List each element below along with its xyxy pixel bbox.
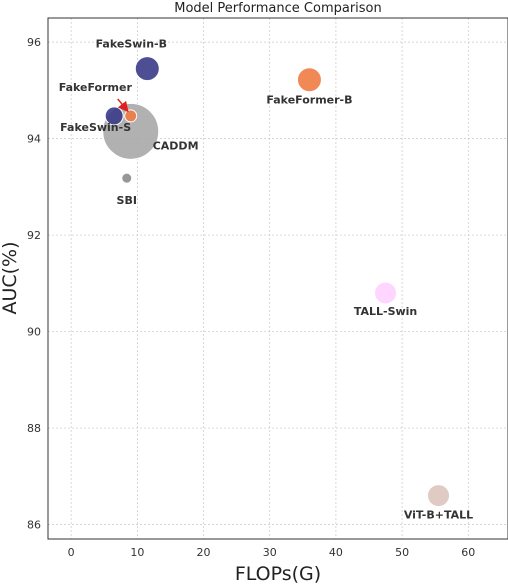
tick-labels: 0 10 20 30 40 50 60 86 88 90 92 94 96 bbox=[27, 36, 475, 559]
data-label: CADDM bbox=[153, 139, 199, 152]
point-fakeswin-b bbox=[134, 56, 160, 82]
data-labels: CADDM SBI FakeSwin-B FakeSwin-S FakeFormer Fa… bbox=[59, 38, 473, 522]
x-tick-label: 50 bbox=[395, 546, 409, 559]
point-sbi bbox=[121, 172, 133, 184]
x-tick-label: 20 bbox=[197, 546, 211, 559]
y-tick-label: 90 bbox=[27, 326, 41, 339]
x-tick-label: 60 bbox=[461, 546, 475, 559]
y-tick-label: 86 bbox=[27, 519, 41, 532]
point-vit-b-tall bbox=[427, 484, 451, 508]
data-label: FakeSwin-B bbox=[96, 38, 167, 51]
chart-title: Model Performance Comparison bbox=[174, 1, 382, 16]
x-tick-label: 10 bbox=[130, 546, 144, 559]
annotation-arrow bbox=[117, 98, 129, 113]
point-tall-swin bbox=[374, 281, 398, 305]
y-tick-label: 88 bbox=[27, 422, 41, 435]
data-label: FakeFormer-B bbox=[266, 94, 352, 107]
y-axis-label: AUC(%) bbox=[0, 241, 21, 314]
x-axis-label: FLOPs(G) bbox=[235, 563, 321, 584]
x-tick-label: 30 bbox=[263, 546, 277, 559]
x-tick-label: 40 bbox=[329, 546, 343, 559]
data-label: SBI bbox=[117, 194, 137, 207]
point-fakeformer-b bbox=[296, 67, 322, 93]
data-label: ViT-B+TALL bbox=[404, 509, 473, 522]
y-tick-label: 94 bbox=[27, 133, 41, 146]
data-label: FakeSwin-S bbox=[60, 121, 131, 134]
data-label: FakeFormer bbox=[59, 81, 133, 94]
y-tick-label: 92 bbox=[27, 229, 41, 242]
point-fakeformer bbox=[124, 109, 138, 123]
plot-frame bbox=[47, 17, 508, 540]
y-tick-label: 96 bbox=[27, 36, 41, 49]
x-tick-label: 0 bbox=[68, 546, 75, 559]
data-points bbox=[102, 56, 451, 508]
data-label: TALL-Swin bbox=[354, 305, 417, 318]
